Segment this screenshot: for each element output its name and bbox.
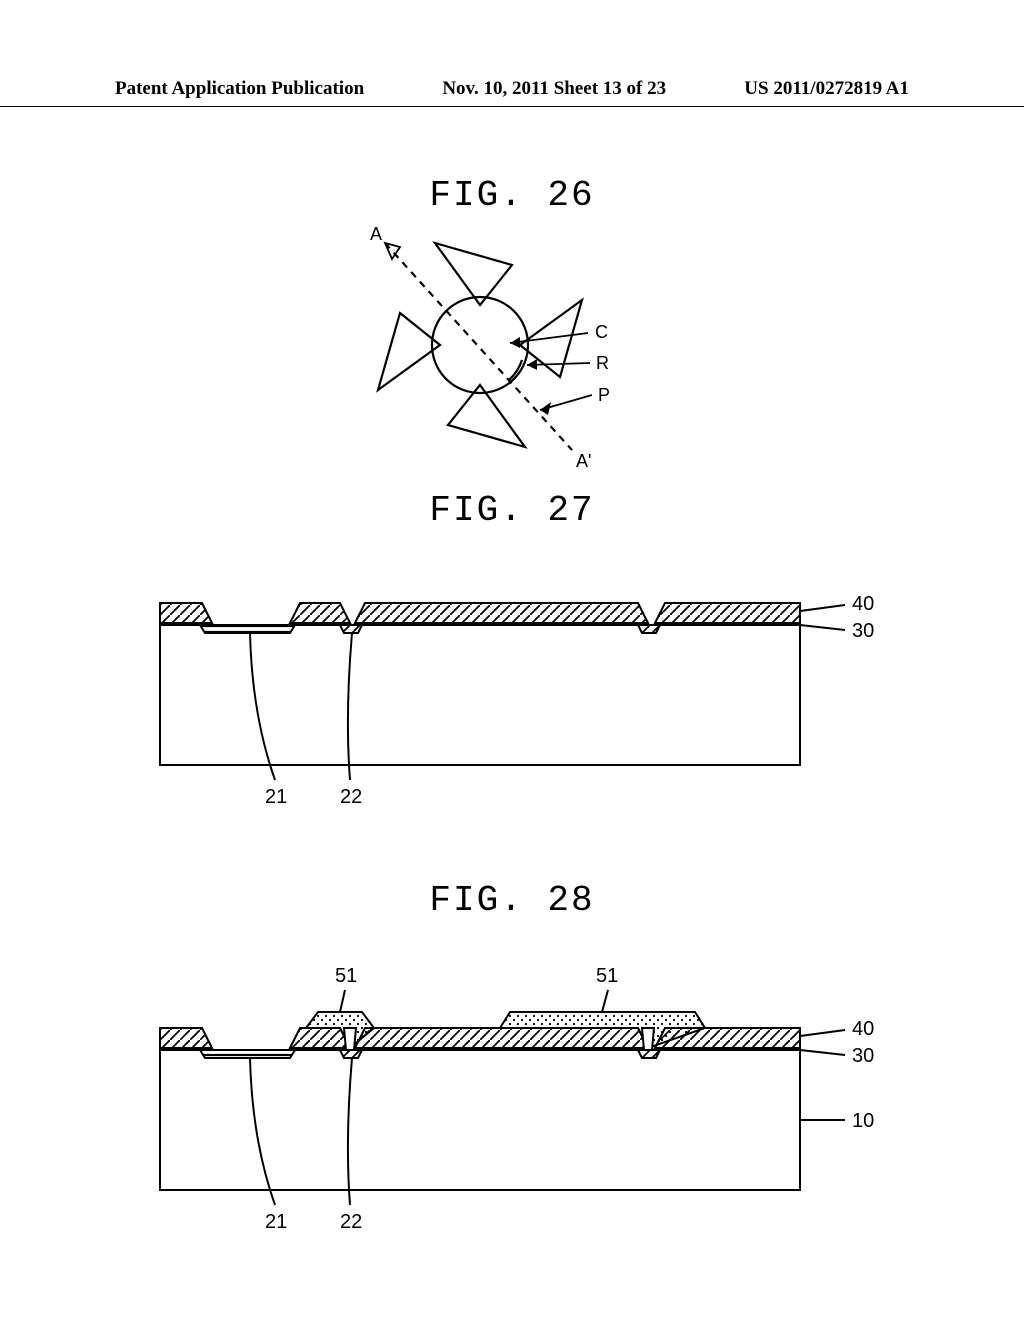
fig27-diagram: 40 30 21 22 [140,575,900,825]
fig26-diagram: A C R P A' [340,225,700,485]
fig28-diagram: 51 51 40 30 10 21 22 [140,950,900,1250]
fig28-title: FIG. 28 [0,880,1024,921]
fig26-title: FIG. 26 [0,175,1024,216]
fig28-label-21: 21 [265,1211,287,1233]
fig26-label-C: C [595,322,608,342]
fig26-label-P: P [598,385,610,405]
header-right: US 2011/0272819 A1 [744,78,909,100]
fig26-label-R: R [596,353,609,373]
header-left: Patent Application Publication [115,78,364,100]
fig26-label-Aprime: A' [576,451,591,471]
fig26-label-A: A [370,225,382,244]
fig27-label-30: 30 [852,620,874,642]
header-center: Nov. 10, 2011 Sheet 13 of 23 [442,78,666,100]
fig27-label-40: 40 [852,593,874,615]
fig28-label-22: 22 [340,1211,362,1233]
fig28-label-51-right: 51 [596,965,618,987]
fig28-label-51-left: 51 [335,965,357,987]
fig27-label-22: 22 [340,786,362,808]
fig28-label-40: 40 [852,1018,874,1040]
fig27-title: FIG. 27 [0,490,1024,531]
fig28-label-10: 10 [852,1110,874,1132]
fig27-label-21: 21 [265,786,287,808]
page-header: Patent Application Publication Nov. 10, … [0,78,1024,107]
fig28-label-30: 30 [852,1045,874,1067]
